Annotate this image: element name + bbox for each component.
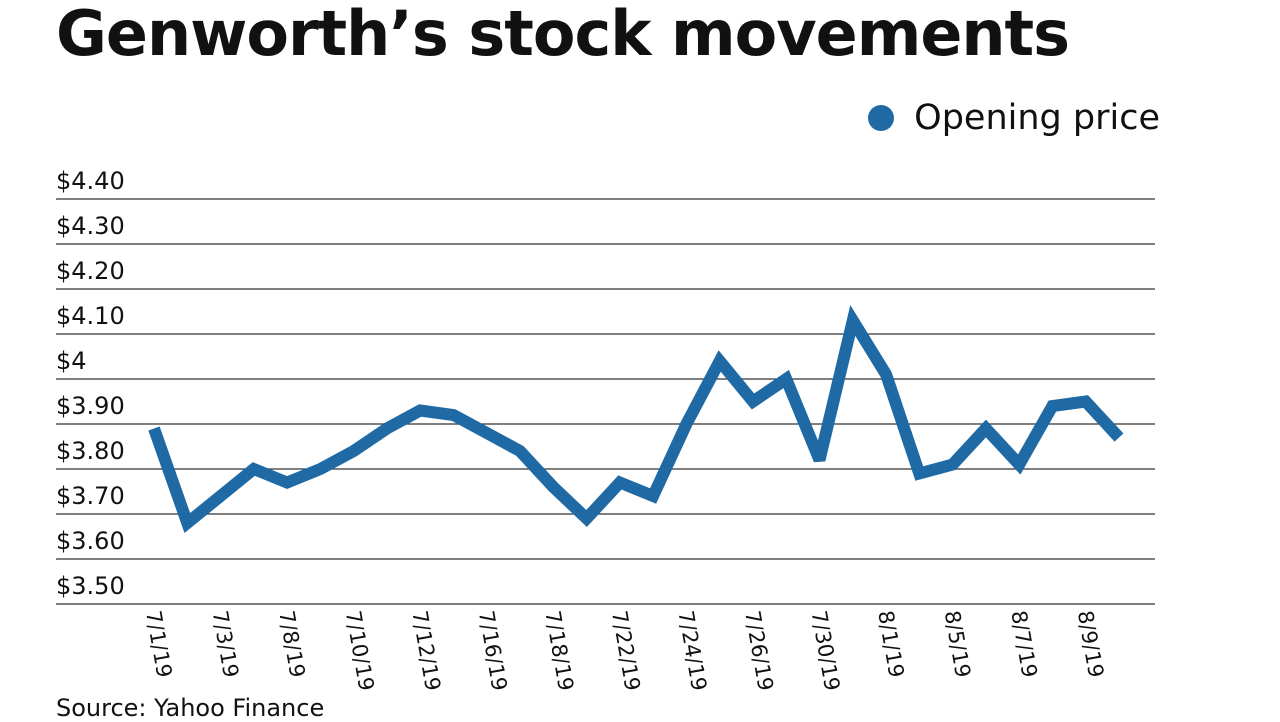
source-note: Source: Yahoo Finance — [56, 694, 325, 722]
y-axis-ticks: $3.50 $3.60 $3.70 $3.80 $3.90 $4 $4.10 $4.20 $4.… — [56, 167, 125, 600]
legend: Opening price — [868, 98, 1160, 138]
y-tick-label: $4.30 — [56, 212, 125, 240]
y-tick-label: $3.50 — [56, 572, 125, 600]
series-line-opening-price — [148, 305, 1124, 534]
x-tick-label: 7/26/19 — [740, 609, 778, 693]
x-tick-label: 8/5/19 — [940, 609, 975, 680]
legend-label: Opening price — [914, 98, 1160, 138]
y-tick-label: $4 — [56, 347, 87, 375]
y-tick-label: $3.70 — [56, 482, 125, 510]
x-tick-label: 7/30/19 — [807, 609, 845, 693]
x-tick-label: 8/9/19 — [1073, 609, 1108, 680]
y-tick-label: $4.20 — [56, 257, 125, 285]
x-tick-label: 7/24/19 — [673, 609, 711, 693]
gridlines — [56, 198, 1155, 605]
x-tick-label: 7/12/19 — [407, 609, 445, 693]
x-tick-label: 7/10/19 — [341, 609, 379, 693]
x-tick-label: 8/1/19 — [873, 609, 908, 680]
y-tick-label: $3.80 — [56, 437, 125, 465]
x-tick-label: 7/16/19 — [474, 609, 512, 693]
x-tick-label: 7/3/19 — [208, 609, 243, 680]
y-tick-label: $4.40 — [56, 167, 125, 195]
x-tick-label: 7/8/19 — [274, 609, 309, 680]
x-tick-label: 7/1/19 — [141, 609, 176, 680]
x-tick-label: 7/22/19 — [607, 609, 645, 693]
series-layer — [148, 305, 1124, 534]
y-tick-label: $4.10 — [56, 302, 125, 330]
y-tick-label: $3.60 — [56, 527, 125, 555]
chart-title: Genworth’s stock movements — [56, 0, 1070, 70]
legend-marker — [868, 105, 895, 131]
x-tick-label: 7/18/19 — [540, 609, 578, 693]
y-tick-label: $3.90 — [56, 392, 125, 420]
x-axis-ticks: 7/1/19 7/3/19 7/8/19 7/10/19 7/12/19 7/16/19 7… — [141, 609, 1108, 693]
x-tick-label: 8/7/19 — [1006, 609, 1041, 680]
